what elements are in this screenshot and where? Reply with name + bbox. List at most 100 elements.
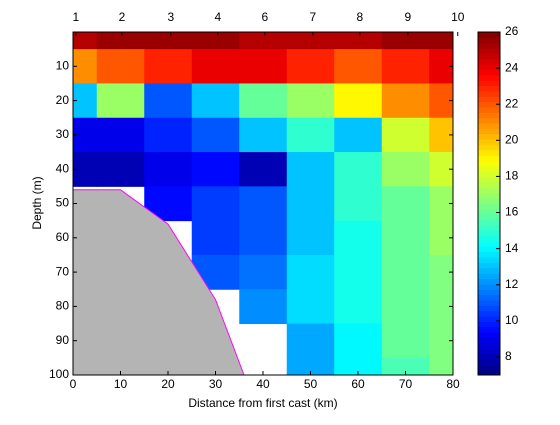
- contour-cell: [381, 220, 430, 256]
- colorbar-swatch: [478, 69, 500, 76]
- contour-cell: [239, 254, 288, 290]
- contour-cell: [144, 49, 193, 84]
- x-tick-label: 30: [209, 377, 223, 391]
- colorbar-swatch: [478, 316, 500, 322]
- contour-cell: [381, 186, 430, 222]
- colorbar-swatch: [478, 42, 500, 49]
- colorbar-swatch: [478, 262, 500, 269]
- contour-cell: [286, 323, 335, 359]
- colorbar-swatch: [478, 294, 500, 301]
- contour-cell: [239, 117, 288, 153]
- contour-cell: [239, 49, 288, 84]
- contour-cell: [191, 117, 240, 153]
- top-tick-label: 8: [357, 10, 364, 24]
- colorbar-swatch: [478, 224, 500, 231]
- colorbar-swatch: [478, 208, 500, 215]
- colorbar-swatch: [478, 198, 500, 204]
- colorbar-swatch: [478, 246, 500, 253]
- top-tick-label: 1: [73, 10, 80, 24]
- colorbar-swatch: [478, 299, 500, 306]
- top-tick-label: 4: [215, 10, 222, 24]
- colorbar-swatch: [478, 171, 500, 178]
- colorbar-swatch: [478, 214, 500, 221]
- contour-cell: [239, 289, 288, 325]
- colorbar-swatch: [478, 80, 500, 87]
- contour-cell: [144, 152, 193, 187]
- colorbar-swatch: [478, 342, 500, 349]
- y-tick-label: 80: [56, 299, 70, 313]
- colorbar-swatch: [478, 283, 500, 290]
- contour-cell: [334, 357, 383, 376]
- contour-cell: [286, 49, 335, 84]
- colorbar-swatch: [478, 310, 500, 317]
- colorbar-swatch: [478, 187, 500, 194]
- colorbar-swatch: [478, 203, 500, 210]
- contour-cell: [381, 289, 430, 325]
- colorbar-swatch: [478, 235, 500, 242]
- colorbar-swatch: [478, 165, 500, 172]
- seafloor-edge: [73, 189, 245, 376]
- contour-cell: [334, 49, 383, 84]
- colorbar-swatch: [478, 53, 500, 60]
- contour-cell: [334, 186, 383, 222]
- contour-cell: [239, 186, 288, 222]
- colorbar-swatch: [478, 112, 500, 119]
- contour-cell: [334, 83, 383, 119]
- contour-cell: [96, 152, 145, 187]
- x-tick-label: 20: [161, 377, 175, 391]
- x-tick-label: 10: [114, 377, 128, 391]
- colorbar-swatch: [478, 37, 500, 44]
- colorbar-swatch: [478, 32, 500, 38]
- contour-cell: [239, 83, 288, 119]
- contour-cell: [334, 152, 383, 187]
- colorbar-swatch: [478, 257, 500, 263]
- contour-cell: [239, 152, 288, 187]
- contour-cell: [429, 357, 454, 376]
- y-tick-label: 10: [56, 58, 70, 72]
- contour-cell: [334, 254, 383, 290]
- colorbar-swatch: [478, 101, 500, 108]
- contour-cell: [286, 186, 335, 222]
- contour-cell: [286, 254, 335, 290]
- colorbar-tick-label: 14: [505, 241, 519, 255]
- colorbar-swatch: [478, 144, 500, 151]
- contour-cell: [286, 289, 335, 325]
- colorbar-tick-label: 20: [505, 132, 519, 146]
- contour-cell: [334, 117, 383, 153]
- contour-cell: [381, 83, 430, 119]
- top-tick-label: 2: [119, 10, 126, 24]
- contour-cell: [96, 49, 145, 84]
- colorbar-swatch: [478, 176, 500, 183]
- colorbar-swatch: [478, 358, 500, 365]
- y-tick-label: 50: [56, 196, 70, 210]
- colorbar-swatch: [478, 353, 500, 360]
- colorbar-swatch: [478, 58, 500, 65]
- y-tick-label: 30: [56, 127, 70, 141]
- colorbar-tick-label: 8: [505, 349, 512, 363]
- colorbar-tick-label: 24: [505, 60, 519, 74]
- contour-cell: [191, 32, 240, 50]
- x-tick-label: 0: [70, 377, 77, 391]
- contour-cell: [286, 32, 335, 50]
- contour-cell: [73, 32, 98, 50]
- colorbar-swatch: [478, 326, 500, 333]
- contour-cell: [381, 49, 430, 84]
- contour-cell: [239, 220, 288, 256]
- colorbar-swatch: [478, 251, 500, 258]
- colorbar-swatch: [478, 96, 500, 103]
- colorbar-swatch: [478, 117, 500, 124]
- colorbar-swatch: [478, 230, 500, 237]
- colorbar-tick-label: 12: [505, 277, 519, 291]
- contour-cell: [334, 289, 383, 325]
- colorbar-swatch: [478, 48, 500, 54]
- colorbar-swatch: [478, 321, 500, 328]
- contour-cell: [381, 152, 430, 187]
- contour-cell: [334, 323, 383, 359]
- contour-cell: [144, 117, 193, 153]
- contour-cell: [381, 117, 430, 153]
- contour-cell: [73, 152, 98, 187]
- seafloor: [73, 189, 244, 375]
- colorbar-swatch: [478, 273, 500, 280]
- colorbar-swatch: [478, 337, 500, 344]
